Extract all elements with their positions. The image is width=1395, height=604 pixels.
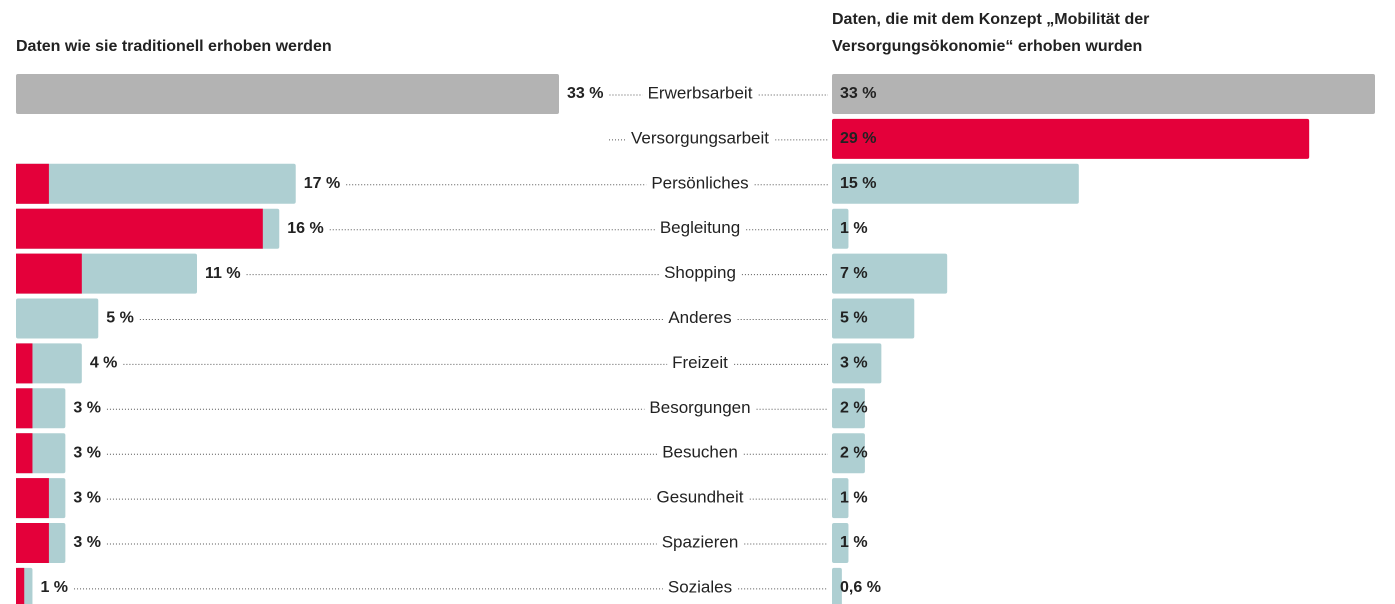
- bar: [832, 74, 1375, 114]
- bar: [832, 433, 865, 474]
- bar: [832, 163, 1079, 204]
- value-label: 0,6 %: [840, 579, 881, 596]
- bar: [832, 253, 948, 294]
- bar-care: [16, 478, 49, 519]
- value-label: 3 %: [73, 489, 101, 506]
- bar-care: [16, 523, 49, 563]
- bar: [832, 298, 915, 339]
- bar: [16, 298, 99, 339]
- category-label: Begleitung: [660, 218, 740, 237]
- value-label: 1 %: [840, 220, 868, 237]
- bar: [832, 478, 849, 519]
- value-label: 2 %: [840, 444, 868, 461]
- value-label: 29 %: [840, 130, 876, 147]
- left-title: Daten wie sie traditionell erhoben werde…: [16, 38, 332, 55]
- bar-care: [16, 567, 25, 604]
- value-label: 1 %: [40, 579, 68, 596]
- category-label: Erwerbsarbeit: [648, 83, 753, 102]
- value-label: 17 %: [304, 175, 340, 192]
- bar: [16, 163, 296, 204]
- bar-care: [16, 163, 49, 204]
- value-label: 3 %: [73, 444, 101, 461]
- value-label: 5 %: [840, 310, 868, 327]
- bar: [832, 343, 882, 384]
- bar-care: [16, 343, 33, 384]
- category-label: Besuchen: [662, 443, 738, 462]
- value-label: 2 %: [840, 400, 868, 417]
- value-label: 4 %: [90, 355, 118, 372]
- bar-care: [16, 208, 263, 249]
- value-label: 3 %: [73, 534, 101, 551]
- value-label: 33 %: [840, 85, 876, 102]
- bar-care: [16, 433, 33, 474]
- bar-care: [16, 388, 33, 429]
- right-title: Daten, die mit dem Konzept „Mobilität de…: [832, 11, 1149, 28]
- value-label: 1 %: [840, 489, 868, 506]
- value-label: 11 %: [205, 265, 241, 282]
- bar: [832, 208, 849, 249]
- category-label: Soziales: [668, 577, 732, 596]
- value-label: 5 %: [106, 310, 134, 327]
- value-label: 16 %: [287, 220, 323, 237]
- right-title: Versorgungsökonomie“ erhoben wurden: [832, 38, 1142, 55]
- bar: [16, 74, 559, 114]
- category-label: Freizeit: [672, 353, 728, 372]
- value-label: 3 %: [840, 355, 868, 372]
- category-label: Besorgungen: [649, 398, 750, 417]
- bar: [832, 567, 842, 604]
- value-label: 15 %: [840, 175, 876, 192]
- bar: [832, 118, 1310, 159]
- category-label: Persönliches: [651, 173, 748, 192]
- value-label: 33 %: [567, 85, 603, 102]
- category-label: Anderes: [668, 308, 731, 327]
- category-label: Shopping: [664, 263, 736, 282]
- value-label: 3 %: [73, 400, 101, 417]
- category-label: Gesundheit: [657, 488, 744, 507]
- category-label: Versorgungsarbeit: [631, 128, 769, 147]
- bar-care: [16, 253, 82, 294]
- bar: [832, 388, 865, 429]
- value-label: 1 %: [840, 534, 868, 551]
- bar: [832, 523, 849, 563]
- value-label: 7 %: [840, 265, 868, 282]
- category-label: Spazieren: [662, 532, 739, 551]
